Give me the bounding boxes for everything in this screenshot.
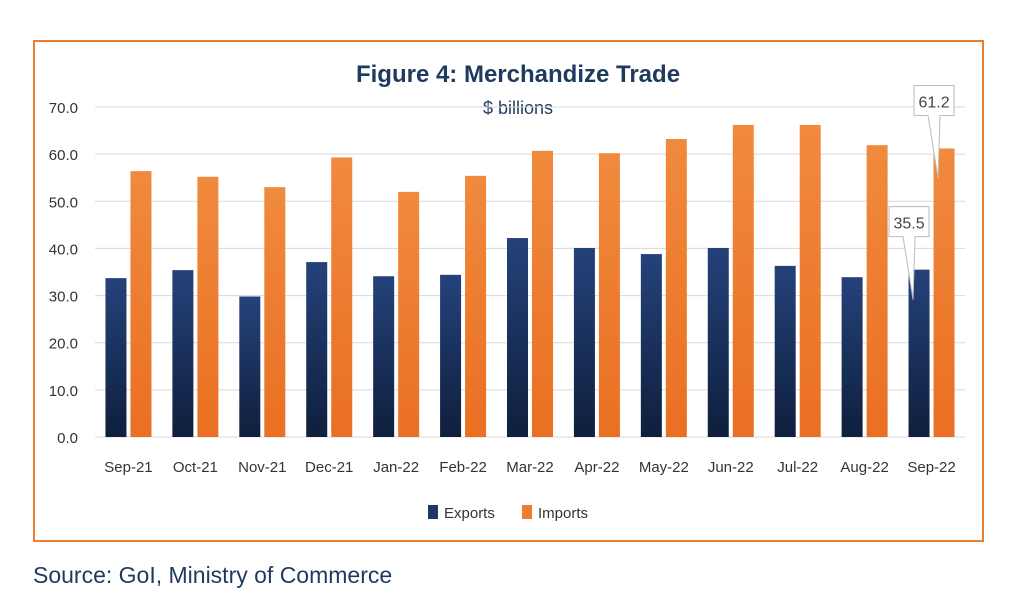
imports-bar: [933, 148, 955, 437]
imports-bar: [465, 175, 487, 438]
x-tick-label: Sep-21: [104, 459, 152, 476]
x-tick-label: Jan-22: [373, 459, 419, 476]
chart-title: Figure 4: Merchandize Trade: [356, 61, 680, 88]
exports-bar: [707, 247, 729, 437]
exports-bar: [306, 262, 328, 437]
y-tick-label: 30.0: [49, 289, 78, 306]
imports-bar: [532, 150, 553, 438]
x-tick-label: May-22: [639, 459, 689, 476]
imports-bar: [866, 145, 888, 437]
data-label: 61.2: [918, 94, 949, 111]
y-tick-label: 10.0: [49, 383, 78, 400]
legend-swatch-imports: [522, 505, 532, 519]
imports-bar: [197, 176, 219, 437]
y-tick-label: 40.0: [49, 241, 78, 258]
exports-bar: [841, 277, 863, 437]
y-tick-label: 20.0: [49, 336, 78, 353]
y-tick-label: 70.0: [49, 100, 78, 117]
x-tick-label: Aug-22: [840, 459, 888, 476]
imports-bar: [598, 153, 620, 437]
x-tick-label: Jun-22: [708, 459, 754, 476]
exports-bar: [908, 269, 930, 437]
x-tick-label: Jul-22: [777, 459, 818, 476]
y-tick-label: 0.0: [57, 430, 78, 447]
exports-bar: [640, 254, 662, 437]
x-tick-label: Mar-22: [506, 459, 554, 476]
imports-bar: [331, 157, 353, 437]
x-tick-label: Feb-22: [439, 459, 487, 476]
exports-bar: [373, 276, 395, 437]
source-note: Source: GoI, Ministry of Commerce: [33, 562, 393, 588]
exports-bar: [105, 278, 127, 437]
exports-bar: [774, 265, 796, 437]
legend-label-imports: Imports: [538, 505, 588, 522]
x-tick-label: Nov-21: [238, 459, 286, 476]
imports-bar: [398, 191, 420, 437]
bar-chart: Figure 4: Merchandize Trade $ billions 0…: [49, 61, 965, 522]
exports-bar: [172, 270, 194, 437]
data-callout: [913, 84, 955, 179]
imports-bar: [799, 124, 821, 438]
exports-bar: [239, 296, 261, 437]
y-tick-label: 60.0: [49, 147, 78, 164]
legend-swatch-exports: [428, 505, 438, 519]
imports-bar: [665, 139, 687, 438]
chart-frame: [33, 40, 984, 542]
legend-label-exports: Exports: [444, 505, 495, 522]
x-tick-label: Sep-22: [907, 459, 955, 476]
data-callout: [888, 206, 930, 300]
exports-bar: [573, 247, 595, 437]
x-tick-label: Dec-21: [305, 459, 353, 476]
data-label: 35.5: [893, 216, 924, 233]
imports-bar: [732, 124, 754, 438]
chart-subtitle: $ billions: [483, 98, 553, 118]
x-tick-label: Oct-21: [173, 459, 218, 476]
x-tick-label: Apr-22: [574, 459, 619, 476]
exports-bar: [440, 274, 462, 437]
exports-bar: [507, 238, 528, 437]
y-tick-label: 50.0: [49, 194, 78, 211]
imports-bar: [264, 187, 286, 437]
imports-bar: [130, 171, 152, 437]
